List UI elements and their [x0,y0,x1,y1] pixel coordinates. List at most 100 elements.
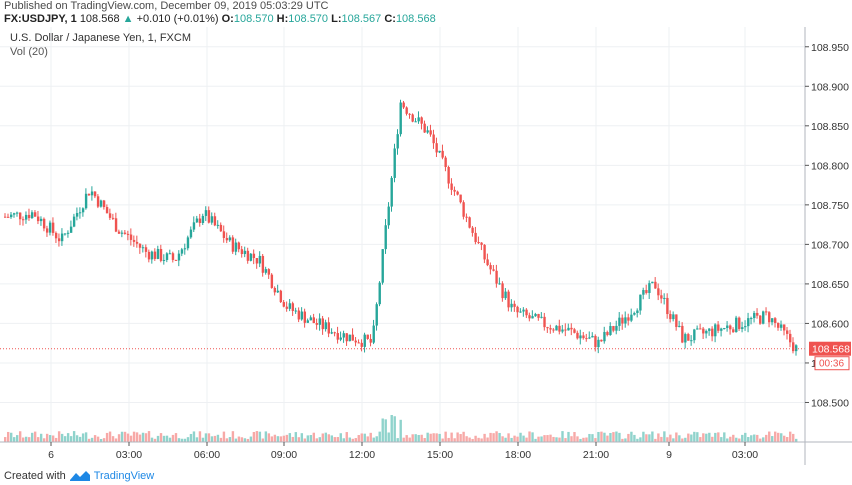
candle-body [207,210,211,223]
volume-bar [243,438,247,442]
candle-body [663,297,666,299]
volume-bar [594,438,597,442]
candle-body [225,237,229,241]
candle-body [558,325,561,332]
volume-bar [30,432,34,442]
candle-body [720,328,723,331]
candle-body [96,196,100,207]
candle-body [711,328,714,337]
candle-body [576,332,579,339]
candle-body [201,215,205,223]
volume-bar [153,438,157,442]
candle-body [102,200,106,208]
volume-bar [354,438,357,442]
candle-body [642,290,645,295]
candle-body [183,248,187,250]
volume-bar [621,438,624,442]
candle-body [519,311,522,313]
volume-bar [117,434,121,442]
volume-bar [87,438,91,442]
price-axis[interactable]: 108.500108.550108.600108.650108.700108.7… [805,42,849,410]
volume-bar [171,434,175,442]
candle-body [783,324,786,331]
candle-body [318,318,321,325]
candle-body [792,342,795,352]
candle-body [255,258,259,264]
candle-body [57,238,61,242]
candle-body [93,191,97,197]
volume-bar [663,431,666,442]
price-chart[interactable]: 108.500108.550108.600108.650108.700108.7… [0,27,852,465]
candle-body [138,243,142,248]
volume-bar [543,435,546,442]
candle-body [648,283,651,293]
volume-bar [363,433,366,442]
volume-bar [471,438,474,442]
volume-bar [489,432,492,442]
volume-bar [792,433,795,442]
candle-body [111,217,115,219]
candle-body [63,233,67,235]
volume-bar [162,435,166,442]
volume-bar [465,436,468,442]
candle-body [222,231,226,238]
candle-body [411,114,414,122]
candle-body [516,306,519,313]
candle-body [618,317,621,326]
volume-bar [789,431,792,442]
candle-body [654,281,657,289]
candle-body [582,335,585,339]
candle-body [735,317,738,333]
candle-body [345,333,348,342]
volume-bar [27,437,31,442]
chart-panel[interactable]: 108.500108.550108.600108.650108.700108.7… [0,27,852,465]
volume-bar [585,437,588,442]
volume-bar [720,437,723,442]
price-badge-box [809,341,851,356]
tradingview-brand[interactable]: TradingView [93,470,155,482]
candle-body [621,317,624,324]
candle-body [171,253,175,260]
candle-body [420,117,423,124]
volume-bar [366,436,369,442]
candle-body [666,297,669,315]
candle-body [219,224,223,232]
volume-bar [270,436,274,442]
candle-body [132,239,136,242]
candle-body [6,216,10,218]
candle-body [306,320,310,323]
candle-body [270,274,274,288]
symbol-label[interactable]: FX:USDJPY, 1 [4,13,77,25]
volume-bar [756,434,759,442]
candle-body [84,193,88,209]
candle-body [228,237,232,241]
volume-bar [78,436,82,442]
volume-bar [762,437,765,442]
volume-bar [729,436,732,442]
volume-bar [603,432,606,442]
candle-body [549,328,552,330]
volume-bar [777,432,780,442]
volume-bar [759,438,762,442]
volume-bar [765,434,768,442]
volume-bar [546,435,549,442]
volume-bar [51,435,55,442]
candle-body [432,134,435,144]
volume-bar [258,431,262,442]
candle-body [36,216,40,222]
volume-bar [333,437,336,442]
volume-bar [744,432,747,442]
volume-bar [549,434,552,442]
candle-body [747,318,750,327]
time-axis[interactable]: 6 03:00 06:00 09:00 12:00 15:00 18:00 21:00 9 03:… [48,442,758,461]
candle-body [147,251,151,260]
candle-body [12,213,16,215]
volume-bar [195,437,199,442]
volume-bar [93,435,97,442]
volume-bar [609,432,612,442]
candle-body [168,253,172,255]
candle-body [507,291,510,308]
volume-bar [447,437,450,442]
volume-bar [612,432,615,442]
candle-body [213,216,217,226]
